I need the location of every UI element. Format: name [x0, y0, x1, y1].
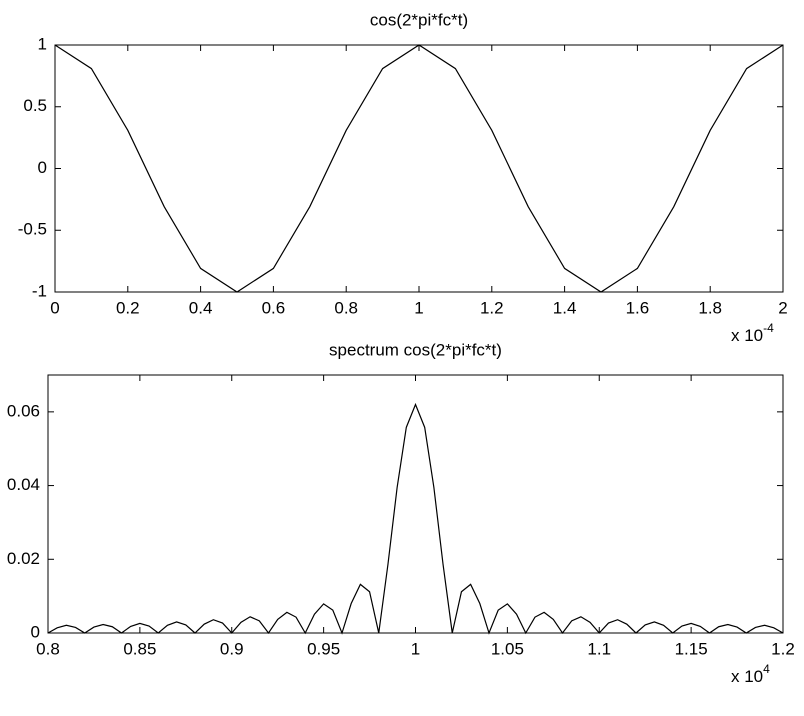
x-tick-label: 0.95 — [307, 639, 340, 658]
x-tick-label: 1.05 — [491, 639, 524, 658]
x-scale-exponent: 4 — [763, 662, 770, 676]
y-tick-label: 0 — [31, 622, 40, 641]
x-tick-label: 1.8 — [698, 298, 722, 317]
chart-title: spectrum cos(2*pi*fc*t) — [329, 340, 502, 359]
x-tick-label: 0.2 — [116, 298, 140, 317]
x-scale-base: x 10 — [731, 326, 763, 345]
x-tick-label: 1.1 — [587, 639, 611, 658]
x-tick-label: 0.85 — [123, 639, 156, 658]
data-line — [47, 402, 784, 635]
x-tick-label: 0 — [50, 298, 59, 317]
chart-title: cos(2*pi*fc*t) — [370, 10, 468, 29]
y-tick-label: -1 — [32, 281, 47, 300]
x-scale-label: x 10-4 — [731, 321, 774, 345]
x-tick-label: 0.4 — [189, 298, 213, 317]
x-tick-label: 1.2 — [480, 298, 504, 317]
y-tick-label: 0.04 — [7, 475, 40, 494]
x-tick-label: 2 — [778, 298, 787, 317]
y-tick-label: 0.02 — [7, 549, 40, 568]
axes-box — [54, 44, 784, 293]
x-tick-label: 1.6 — [626, 298, 650, 317]
x-scale-label: x 104 — [731, 662, 770, 686]
axes-box — [47, 374, 784, 634]
x-tick-label: 0.6 — [262, 298, 286, 317]
y-tick-label: 0.06 — [7, 401, 40, 420]
x-tick-label: 1 — [414, 298, 423, 317]
x-tick-label: 1 — [411, 639, 420, 658]
x-tick-label: 0.8 — [36, 639, 60, 658]
x-scale-base: x 10 — [731, 667, 763, 686]
x-tick-label: 1.2 — [771, 639, 795, 658]
x-tick-label: 1.4 — [553, 298, 577, 317]
x-scale-exponent: -4 — [763, 321, 774, 335]
y-tick-label: 0 — [38, 158, 47, 177]
x-tick-label: 1.15 — [675, 639, 708, 658]
x-tick-label: 0.9 — [220, 639, 244, 658]
y-tick-label: 1 — [38, 34, 47, 53]
y-tick-label: -0.5 — [18, 220, 47, 239]
x-tick-label: 0.8 — [334, 298, 358, 317]
y-tick-label: 0.5 — [23, 96, 47, 115]
data-line — [54, 44, 784, 293]
